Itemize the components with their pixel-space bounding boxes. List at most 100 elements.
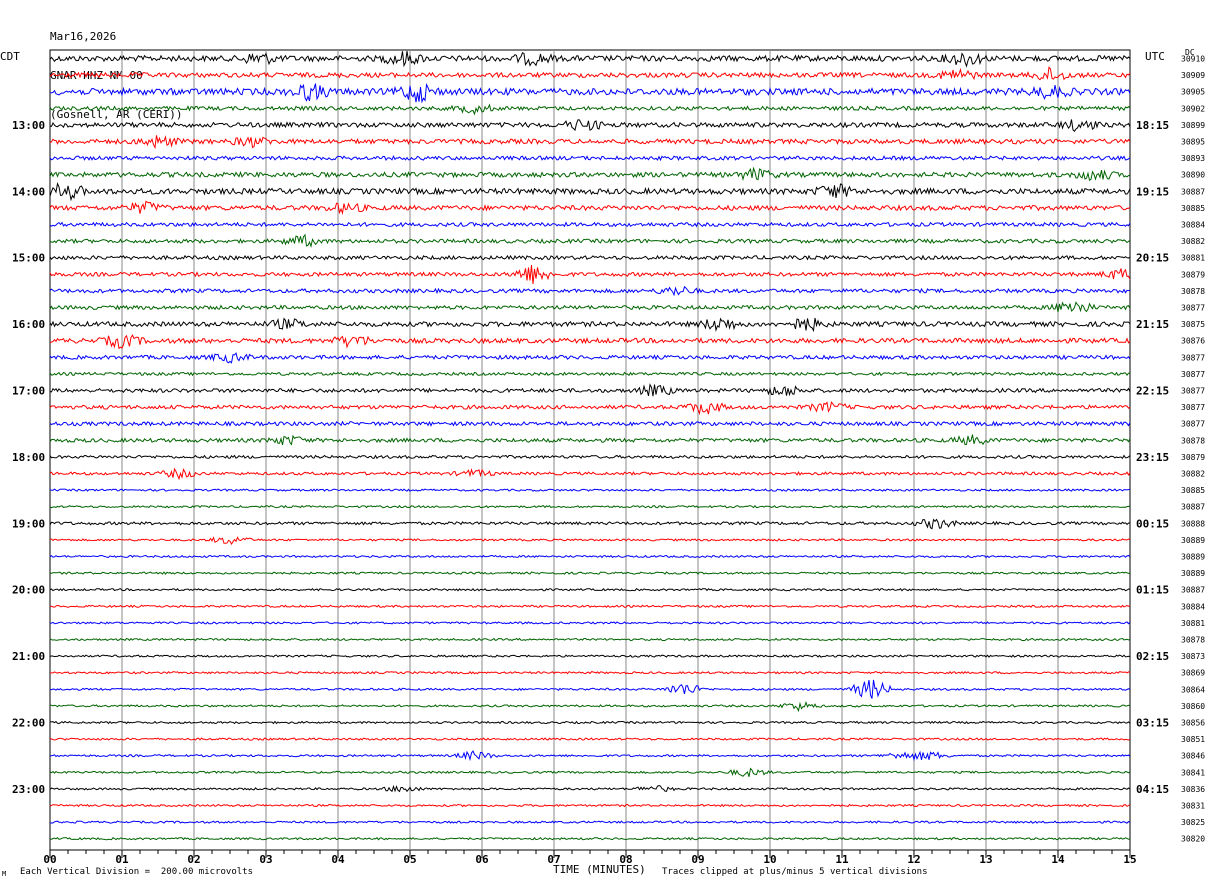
x-tick-label: 12 xyxy=(907,853,920,866)
seismic-trace xyxy=(49,554,1131,559)
seismic-trace xyxy=(49,334,1131,350)
dc-offset-label: 30902 xyxy=(1181,104,1205,113)
dc-offset-label: 30877 xyxy=(1181,420,1205,429)
dc-offset-label: 30893 xyxy=(1181,154,1205,163)
dc-offset-label: 30878 xyxy=(1181,287,1205,296)
seismic-trace xyxy=(49,401,1131,416)
seismic-trace xyxy=(49,103,1131,116)
right-hour-label: 23:15 xyxy=(1136,451,1169,464)
left-hour-label: 18:00 xyxy=(12,451,45,464)
dc-offset-label: 30885 xyxy=(1181,486,1205,495)
seismic-trace xyxy=(49,750,1131,762)
seismic-trace xyxy=(49,454,1131,460)
left-hour-label: 20:00 xyxy=(12,584,45,597)
dc-offset-label: 30889 xyxy=(1181,553,1205,562)
dc-offset-label: 30846 xyxy=(1181,752,1205,761)
x-tick-label: 01 xyxy=(115,853,129,866)
dc-offset-label: 30831 xyxy=(1181,802,1205,811)
seismic-trace xyxy=(49,221,1131,228)
seismic-trace xyxy=(49,637,1131,642)
left-hour-label: 16:00 xyxy=(12,318,45,331)
seismic-trace xyxy=(49,233,1131,248)
left-hour-label: 19:00 xyxy=(12,517,45,530)
seismic-trace xyxy=(49,383,1131,397)
seismic-trace xyxy=(49,66,1131,81)
left-hour-label: 15:00 xyxy=(12,252,45,265)
dc-offset-label: 30885 xyxy=(1181,204,1205,213)
seismic-trace xyxy=(49,518,1131,530)
left-hour-label: 14:00 xyxy=(12,185,45,198)
seismic-trace xyxy=(50,670,1131,675)
seismic-trace xyxy=(49,119,1131,132)
dc-offset-label: 30841 xyxy=(1181,768,1205,777)
seismic-trace xyxy=(50,604,1131,609)
x-tick-label: 14 xyxy=(1051,853,1065,866)
seismic-trace xyxy=(49,182,1131,202)
dc-offset-label: 30877 xyxy=(1181,387,1205,396)
dc-offset-label: 30909 xyxy=(1181,71,1205,80)
seismic-trace xyxy=(49,200,1131,216)
left-hour-label: 17:00 xyxy=(12,385,45,398)
seismic-trace xyxy=(49,135,1131,150)
dc-offset-label: 30888 xyxy=(1181,519,1205,528)
right-hour-label: 21:15 xyxy=(1136,318,1169,331)
dc-offset-label: 30860 xyxy=(1181,702,1205,711)
left-hour-label: 22:00 xyxy=(12,717,45,730)
seismic-trace xyxy=(49,504,1131,509)
dc-offset-label: 30887 xyxy=(1181,586,1205,595)
dc-offset-label: 30877 xyxy=(1181,353,1205,362)
x-tick-label: 04 xyxy=(331,853,345,866)
dc-offset-label: 30889 xyxy=(1181,536,1205,545)
dc-offset-label: 30882 xyxy=(1181,470,1205,479)
right-hour-label: 20:15 xyxy=(1136,252,1169,265)
x-tick-label: 03 xyxy=(259,853,272,866)
right-hour-label: 22:15 xyxy=(1136,385,1169,398)
dc-offset-label: 30878 xyxy=(1181,636,1205,645)
dc-offset-label: 30876 xyxy=(1181,337,1205,346)
left-hour-label: 21:00 xyxy=(12,650,45,663)
seismic-trace xyxy=(49,301,1131,313)
dc-offset-label: 30879 xyxy=(1181,453,1205,462)
dc-offset-label: 30856 xyxy=(1181,719,1205,728)
seismic-trace xyxy=(50,700,1131,713)
x-tick-label: 10 xyxy=(763,853,776,866)
seismic-trace xyxy=(49,571,1131,575)
right-hour-label: 19:15 xyxy=(1136,185,1169,198)
right-hour-label: 18:15 xyxy=(1136,119,1169,132)
corner-mark: M xyxy=(2,870,7,878)
clip-note: Traces clipped at plus/minus 5 vertical … xyxy=(662,867,928,877)
dc-offset-label: 30881 xyxy=(1181,254,1205,263)
right-hour-label: 01:15 xyxy=(1136,584,1169,597)
x-tick-label: 06 xyxy=(475,853,489,866)
seismic-trace xyxy=(49,317,1131,333)
header-date: Mar16,2026 xyxy=(50,30,117,43)
right-hour-label: 04:15 xyxy=(1136,783,1169,796)
seismic-trace xyxy=(49,264,1131,284)
seismic-trace xyxy=(49,434,1131,446)
x-tick-label: 07 xyxy=(547,853,560,866)
dc-offset-label: 30887 xyxy=(1181,187,1205,196)
seismic-trace xyxy=(49,836,1131,841)
left-hour-label: 23:00 xyxy=(12,783,45,796)
dc-offset-label: 30879 xyxy=(1181,270,1205,279)
dc-offset-label: 30890 xyxy=(1181,171,1205,180)
right-timezone-label: UTC xyxy=(1145,50,1165,63)
seismic-trace xyxy=(49,254,1131,261)
seismic-trace xyxy=(49,352,1131,364)
x-tick-label: 13 xyxy=(979,853,992,866)
x-tick-label: 05 xyxy=(403,853,416,866)
dc-offset-label: 30820 xyxy=(1181,835,1205,844)
left-timezone-label: CDT xyxy=(0,50,20,63)
right-hour-label: 02:15 xyxy=(1136,650,1169,663)
seismic-trace xyxy=(49,803,1131,808)
dc-offset-label: 30895 xyxy=(1181,138,1205,147)
dc-offset-label: 30869 xyxy=(1181,669,1205,678)
dc-label: DC xyxy=(1185,48,1195,57)
x-tick-label: 15 xyxy=(1123,853,1136,866)
x-tick-label: 00 xyxy=(43,853,56,866)
seismic-trace xyxy=(49,536,1131,545)
dc-offset-label: 30905 xyxy=(1181,88,1205,97)
seismic-trace xyxy=(49,820,1131,824)
dc-offset-label: 30899 xyxy=(1181,121,1205,130)
